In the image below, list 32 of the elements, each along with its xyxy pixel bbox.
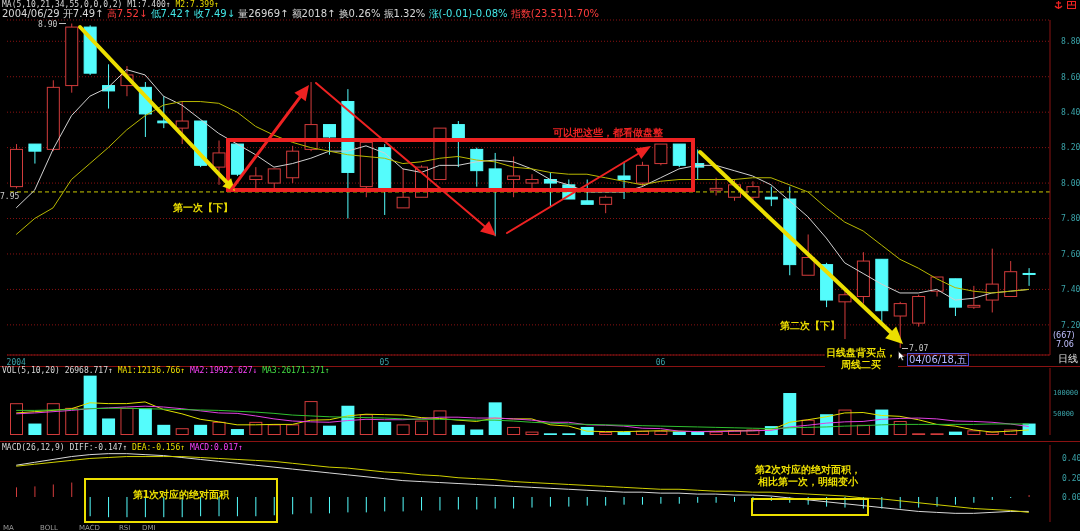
annotation: 7.07 [909,344,929,353]
text: (667) [1053,331,1075,340]
y-tick-label: 8.00 [1061,178,1080,188]
chart-title: VOL(5,10,20) 26968.717↑ MA1:12136.766↑ MA2:19922.627↓ MA3:26171.371↑ [2,366,330,375]
y-tick-label: 0.20 [1062,473,1080,483]
annotation: 可以把这些，都看做盘整 [553,127,663,138]
x-tick-label: 05 [379,358,390,367]
y-tick-label: 8.40 [1061,108,1080,118]
text: 7.06 [1056,340,1074,349]
y-tick-label: 8.20 [1061,143,1080,153]
chart-title: MACD(26,12,9) DIFF:-0.147↑ DEA:-0.156↑ MACD:0.017↑ [2,443,243,452]
x-tick-label: 2004 [6,358,27,367]
annotation: 日线盘背买点，周线二买 [824,347,898,371]
annotation: 第2次对应的绝对面积，相比第一次，明细变小 [753,464,863,488]
y-tick-label: 7.20 [1061,320,1080,330]
ref-line-label: 7.95 [0,191,20,201]
chart-title: MA(5,10,21,34,55,0,0,0,2) M1:7.400↑ M2:7.399↑ [2,0,219,9]
annotation: 第二次【下】 [780,320,840,331]
annotation: 04/06/18,五 [907,353,970,366]
y-tick-label: 0.00 [1062,492,1080,502]
annotation: 8.90 [38,20,58,29]
text: 日线 [1058,353,1078,364]
y-tick-label: 7.40 [1061,285,1080,295]
text: 2004/06/29 开7.49↑ 高7.52↓ 低7.42↑ 收7.49↓ 量26969↑ 额2018↑ 换0.26% 振1.32% 涨(-0.01)-0.08% 指数(23.51)1.70% [2,8,599,19]
y-tick-label: 7.80 [1061,214,1080,224]
y-tick-label: 8.60 [1061,72,1080,82]
annotation: 第1次对应的绝对面积 [132,489,230,500]
y-tick-label: 7.60 [1061,249,1080,259]
x-tick-label: 06 [655,358,666,367]
annotation: 第一次【下】 [173,202,233,213]
y-tick-label: 0.40 [1062,454,1080,464]
y-tick-label: 8.80 [1061,37,1080,47]
